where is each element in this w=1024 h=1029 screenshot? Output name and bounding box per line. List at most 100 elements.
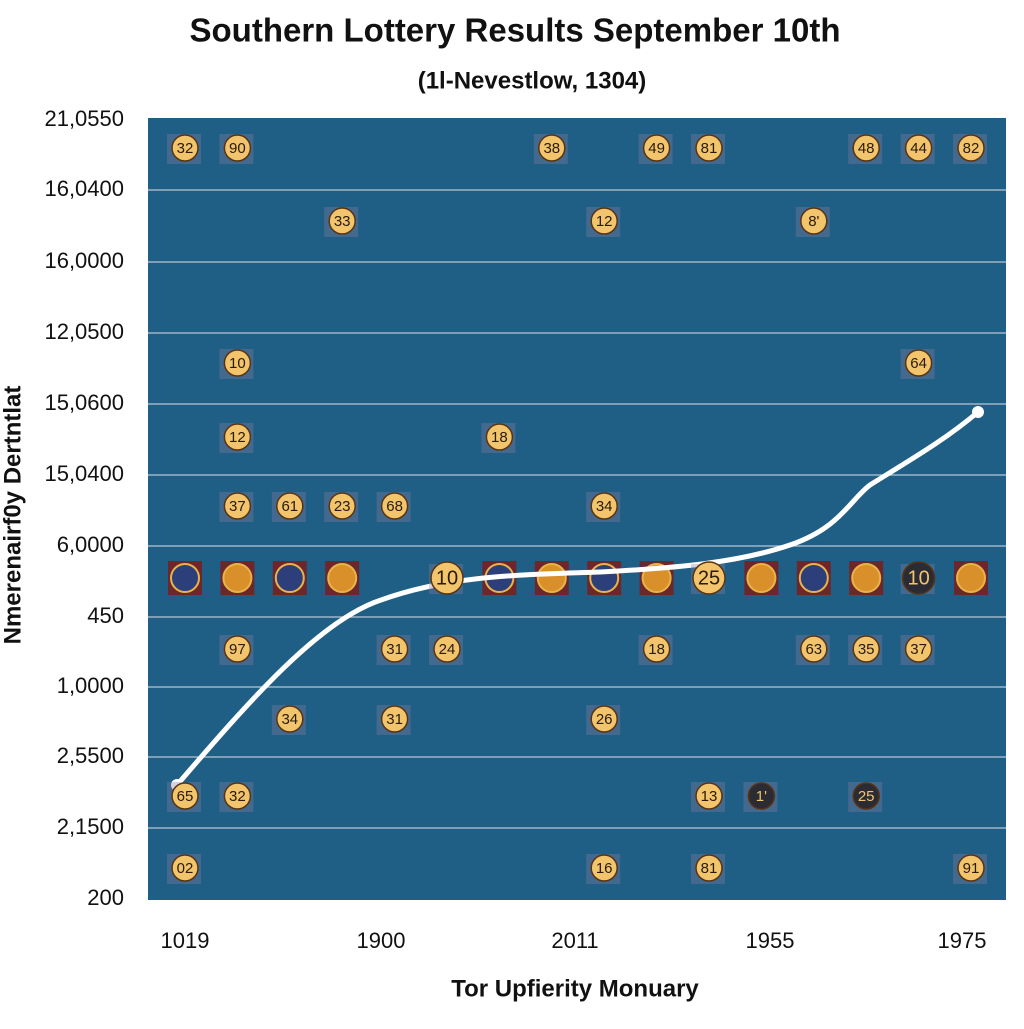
ball xyxy=(904,134,933,162)
ball-number: 23 xyxy=(334,498,351,515)
y-tick-label: 15,0600 xyxy=(44,390,124,415)
x-tick-label: 1900 xyxy=(357,928,406,953)
lottery-ball: 8' xyxy=(795,207,830,237)
ball xyxy=(747,782,776,810)
ball xyxy=(223,492,252,520)
ball xyxy=(328,492,356,520)
ball-number: 37 xyxy=(910,641,927,658)
ball-number: 68 xyxy=(386,498,403,515)
ball xyxy=(852,635,880,663)
emblem-face xyxy=(170,563,200,593)
lottery-ball: 81 xyxy=(691,134,725,164)
lottery-ball: 37 xyxy=(219,492,254,522)
ball-number: 32 xyxy=(177,140,194,157)
lottery-ball: 25 xyxy=(848,782,883,812)
lottery-ball: 23 xyxy=(324,492,359,522)
lottery-ball: 02 xyxy=(167,854,201,884)
lottery-ball: 13 xyxy=(691,782,725,812)
ball-number: 25 xyxy=(858,788,875,805)
ball xyxy=(430,561,464,595)
ball-number: 91 xyxy=(963,860,980,877)
ball xyxy=(904,635,933,663)
emblem-badge xyxy=(796,561,831,595)
emblem-badge xyxy=(220,561,255,595)
y-tick-label: 2,1500 xyxy=(57,814,124,839)
x-tick-label: 1975 xyxy=(938,928,987,953)
ball-number: 64 xyxy=(910,355,927,372)
ball-number: 02 xyxy=(177,860,194,877)
y-tick-label: 200 xyxy=(87,885,124,910)
ball xyxy=(800,635,828,663)
chart-subtitle: (1l-Nevestlow, 1304) xyxy=(418,67,647,94)
lottery-ball: 25 xyxy=(691,561,726,595)
ball xyxy=(223,134,252,162)
lottery-ball: 33 xyxy=(324,207,359,237)
chart-title: Southern Lottery Results September 10th xyxy=(190,12,841,49)
emblem-badge xyxy=(744,561,779,595)
lottery-ball: 65 xyxy=(167,782,201,812)
emblem-face xyxy=(274,563,305,593)
ball-number: 34 xyxy=(596,498,613,515)
ball-number: 82 xyxy=(963,140,980,157)
ball-number: 10 xyxy=(229,355,246,372)
emblem-face xyxy=(956,563,986,593)
ball xyxy=(695,782,723,810)
ball-number: 1' xyxy=(756,788,767,805)
ball-number: 63 xyxy=(805,641,822,658)
ball-number: 31 xyxy=(386,641,403,658)
ball xyxy=(223,635,252,663)
lottery-ball: 10 xyxy=(429,561,464,595)
lottery-ball: 82 xyxy=(953,134,987,164)
emblem-badge xyxy=(587,561,622,595)
line-end xyxy=(972,406,984,418)
ball-number: 31 xyxy=(386,711,403,728)
lottery-ball: 31 xyxy=(376,635,411,665)
x-axis-title: Tor Upfierity Monuary xyxy=(451,975,699,1002)
emblem-badge xyxy=(272,561,307,595)
ball xyxy=(695,134,723,162)
ball xyxy=(590,854,618,882)
lottery-ball: 32 xyxy=(167,134,201,164)
lottery-ball: 90 xyxy=(219,134,254,164)
emblem-face xyxy=(536,563,567,593)
ball-number: 90 xyxy=(229,140,246,157)
ball xyxy=(171,134,199,162)
lottery-ball: 12 xyxy=(586,207,621,237)
lottery-ball: 49 xyxy=(638,134,673,164)
ball xyxy=(957,134,985,162)
ball-number: 35 xyxy=(858,641,875,658)
ball-number: 44 xyxy=(910,140,927,157)
ball xyxy=(380,705,409,733)
lottery-ball: 37 xyxy=(900,635,935,665)
ball xyxy=(590,705,618,733)
ball-number: 65 xyxy=(177,788,194,805)
ball-number: 10 xyxy=(907,567,929,589)
ball xyxy=(642,134,671,162)
emblem-face xyxy=(327,563,358,593)
ball xyxy=(695,854,723,882)
y-axis-title: Nmerenairf0y Dertntlat xyxy=(0,386,26,645)
lottery-ball: 44 xyxy=(900,134,935,164)
lottery-ball: 48 xyxy=(848,134,883,164)
ball xyxy=(380,635,409,663)
ball xyxy=(852,782,880,810)
ball xyxy=(852,134,880,162)
y-tick-label: 12,0500 xyxy=(44,319,124,344)
emblem-badge xyxy=(954,561,988,595)
ball-number: 25 xyxy=(698,567,720,589)
y-tick-label: 16,0400 xyxy=(44,176,124,201)
ball-number: 33 xyxy=(334,213,351,230)
ball xyxy=(538,134,566,162)
ball-number: 81 xyxy=(701,140,718,157)
lottery-ball: 10 xyxy=(219,349,254,379)
ball-number: 12 xyxy=(229,429,246,446)
lottery-ball: 81 xyxy=(691,854,725,884)
ball xyxy=(433,635,461,663)
ball xyxy=(171,782,199,810)
ball xyxy=(957,854,985,882)
ball xyxy=(485,423,514,451)
emblem-face xyxy=(589,563,620,593)
emblem-face xyxy=(798,563,829,593)
ball xyxy=(642,635,671,663)
